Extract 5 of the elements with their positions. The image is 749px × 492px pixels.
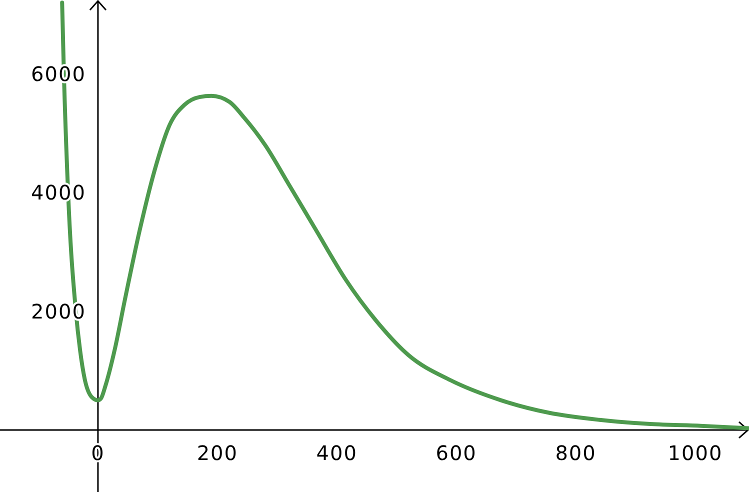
x-tick-label: 200	[196, 440, 238, 465]
x-tick-label: 400	[316, 440, 358, 465]
x-tick-label: 800	[555, 440, 596, 465]
x-tick-label: 600	[436, 440, 477, 465]
x-tick-label: 1000	[668, 440, 723, 465]
